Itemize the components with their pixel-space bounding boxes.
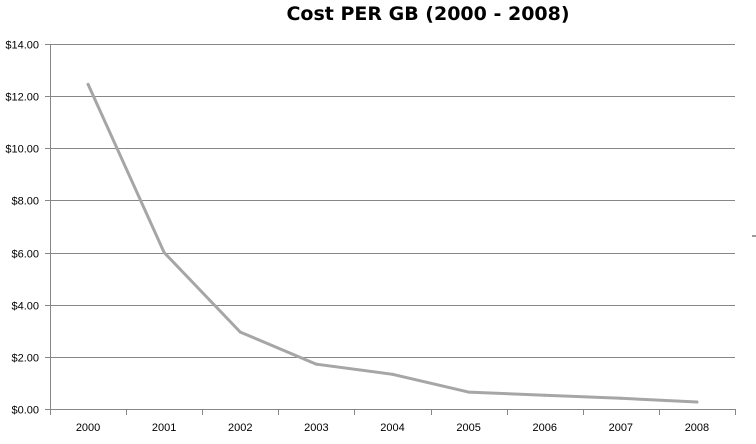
x-tick-labels: 2000 2001 2002 2003 2004 2005 2006 2007 2008 [76,422,709,434]
x-tick-label: 2007 [609,422,633,434]
y-tick-label: $8.00 [11,196,39,208]
axes [45,44,736,415]
x-tick-label: 2006 [532,422,556,434]
data-point [543,393,547,397]
y-tick-labels: $0.00 $2.00 $4.00 $6.00 $8.00 $10.00 $12.00 $14… [5,40,39,417]
x-tick-label: 2004 [380,422,404,434]
x-tick-label: 2003 [304,422,328,434]
data-point [86,82,90,86]
chart-title: Cost PER GB (2000 - 2008) [286,3,570,25]
x-tick-label: 2008 [685,422,709,434]
series-line [86,82,699,404]
series-lines [86,82,699,404]
data-point [619,396,623,400]
data-point [695,400,699,404]
y-tick-label: $10.00 [5,144,39,156]
y-tick-label: $0.00 [11,405,39,417]
data-point [162,251,166,255]
data-point [238,330,242,334]
legend-marker [752,235,756,237]
x-tick-label: 2002 [228,422,252,434]
y-tick-label: $2.00 [11,353,39,365]
data-point [391,372,394,376]
data-point [467,390,471,394]
y-tick-label: $4.00 [11,301,39,313]
y-tick-label: $12.00 [5,92,39,104]
x-tick-label: 2001 [152,422,176,434]
x-tick-label: 2005 [456,422,480,434]
y-tick-label: $14.00 [5,40,39,52]
x-tick-label: 2000 [76,422,100,434]
gridlines [50,44,735,358]
data-point [314,362,318,366]
y-tick-label: $6.00 [11,249,39,261]
